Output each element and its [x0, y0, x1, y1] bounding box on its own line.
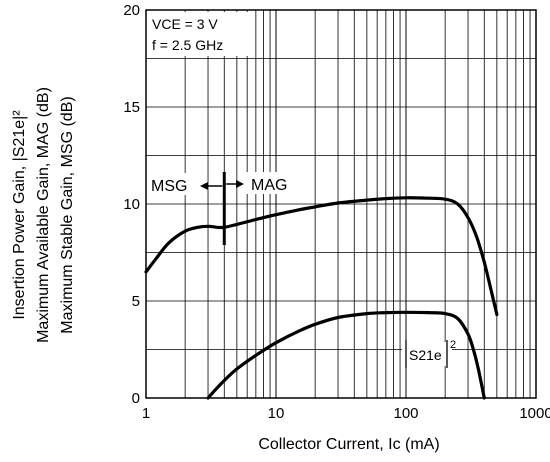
condition-vce: VCE = 3 V [152, 16, 218, 32]
msg-mag-curve [144, 196, 499, 317]
plot-frame [145, 9, 537, 399]
mag-label-background [246, 172, 302, 194]
y-tick-label: 20 [123, 2, 140, 19]
x-axis-title: Collector Current, Ic (mA) [258, 436, 439, 453]
y-tick-label: 0 [132, 390, 140, 407]
x-tick-label: 1000 [519, 405, 550, 422]
s21-label-superscript: 2 [450, 339, 456, 351]
y-axis-title: Insertion Power Gain, |S21e|² Maximum Ava… [11, 87, 76, 343]
axis-ticks: 0 5 10 15 20 1 10 100 1000 [123, 2, 550, 422]
x-tick-label: 1 [142, 405, 150, 422]
conditions-background [148, 12, 250, 56]
s21e-curve [206, 310, 486, 400]
x-tick-label: 100 [393, 405, 418, 422]
mag-arrow-head [236, 180, 244, 188]
y-axis-title-line: Insertion Power Gain, |S21e|² [11, 110, 28, 320]
y-axis-title-line: Maximum Available Gain, MAG (dB) [35, 87, 52, 343]
msg-arrow-head [200, 182, 208, 190]
y-tick-label: 10 [123, 196, 140, 213]
mag-label: MAG [251, 177, 287, 194]
msg-label-background [150, 173, 198, 195]
s21-label: S21e [409, 347, 442, 363]
msg-label: MSG [151, 178, 187, 195]
y-axis-title-line: Maximum Stable Gain, MSG (dB) [59, 96, 76, 333]
series-group [144, 196, 499, 400]
condition-frequency: f = 2.5 GHz [152, 37, 223, 53]
annotations: VCE = 3 V f = 2.5 GHz MSG MAG S21e 2 [148, 12, 456, 368]
s21-label-background [402, 342, 452, 366]
y-tick-label: 5 [132, 293, 140, 310]
y-tick-label: 15 [123, 99, 140, 116]
x-tick-label: 10 [268, 405, 285, 422]
grid [146, 10, 536, 398]
